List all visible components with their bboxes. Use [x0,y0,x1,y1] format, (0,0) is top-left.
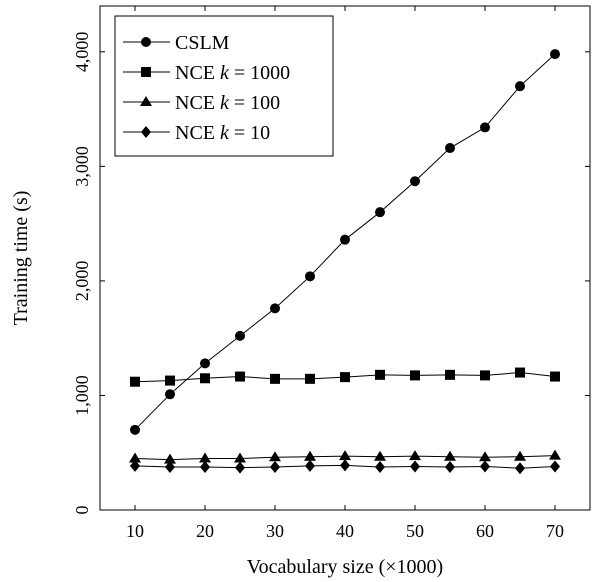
data-point [234,452,246,463]
series-diamond [130,459,560,475]
data-point [164,453,176,464]
x-tick-label: 20 [196,521,214,541]
data-point [410,176,420,187]
legend-marker [141,37,151,47]
legend-item: NCE k = 1000 [123,62,290,84]
data-point [445,143,455,154]
y-tick-label: 1,000 [72,375,92,416]
legend-box [114,15,334,157]
legend-label-part: CSLM [175,32,230,54]
legend-label: CSLM [175,32,230,54]
data-point [305,373,315,384]
data-point [445,461,455,474]
y-tick-label: 2,000 [72,261,92,302]
legend-label-part: k [220,62,230,84]
data-point [445,369,455,380]
data-point [235,371,245,382]
data-point [375,207,385,218]
legend-label-part: k [220,122,230,144]
data-point [550,460,560,473]
legend-item: NCE k = 100 [123,92,280,114]
series-square [130,367,560,387]
legend-label-part: = 100 [229,92,280,114]
data-point [480,122,490,133]
x-tick-label: 30 [266,521,284,541]
data-point [340,459,350,472]
legend-label-part: = 1000 [229,62,290,84]
y-tick-label: 0 [72,506,92,515]
legend-item: CSLM [123,32,230,54]
data-point [374,450,386,461]
plot-area [129,49,561,475]
data-point [200,373,210,384]
x-tick-label: 10 [126,521,144,541]
data-point [270,461,280,474]
data-point [270,303,280,314]
data-point [549,449,561,460]
legend-item: NCE k = 10 [123,122,270,144]
data-point [375,369,385,380]
data-point [235,461,245,474]
y-tick-label: 4,000 [72,32,92,72]
data-point [165,375,175,386]
y-tick-label: 3,000 [72,146,92,187]
x-axis-title: Vocabulary size (×1000) [247,556,443,578]
y-axis-title: Training time (s) [10,191,32,326]
data-point [444,450,456,461]
data-point [130,376,140,387]
legend-label-part: NCE [175,62,220,84]
data-point [200,358,210,369]
data-point [409,450,421,461]
data-point [270,373,280,384]
data-point [515,367,525,378]
data-point [515,81,525,92]
data-point [304,450,316,461]
x-tick-label: 60 [476,521,494,541]
data-point [340,234,350,245]
data-point [550,49,560,60]
legend-label-part: NCE [175,92,220,114]
data-point [305,271,315,282]
data-point [199,452,211,463]
data-point [165,389,175,400]
data-point [165,461,175,474]
data-point [514,450,526,461]
data-point [479,451,491,462]
x-tick-label: 70 [546,521,564,541]
data-point [410,370,420,381]
data-point [339,450,351,461]
data-point [480,460,490,473]
data-point [550,371,560,382]
legend-marker [140,96,152,106]
data-point [129,452,141,463]
x-tick-label: 50 [406,521,424,541]
data-point [269,451,281,462]
legend-label: NCE k = 1000 [175,62,290,84]
data-point [340,372,350,383]
legend-label: NCE k = 100 [175,92,280,114]
x-tick-label: 40 [336,521,354,541]
data-point [130,459,140,472]
data-point [375,461,385,474]
data-point [200,461,210,474]
axis-ticks: 10 20 30 40 50 60 70 0 1,000 2,000 3,000 4,000 [72,6,590,541]
legend-label: NCE k = 10 [175,122,270,144]
legend-label-part: NCE [175,122,220,144]
legend-marker [141,67,151,77]
legend-marker [141,126,151,138]
series-triangle [129,449,561,464]
data-point [480,370,490,381]
data-point [130,424,140,435]
data-point [410,460,420,473]
data-point [235,330,245,341]
data-point [305,459,315,472]
legend-label-part: k [220,92,230,114]
data-point [515,462,525,475]
series-circle [130,49,560,435]
legend-label-part: = 10 [229,122,270,144]
